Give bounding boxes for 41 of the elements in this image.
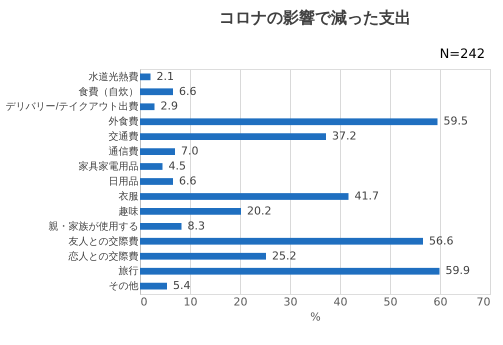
y-tick-label: デリバリー/テイクアウト出費 (6, 100, 138, 113)
y-tick-label: 交通費 (108, 130, 138, 143)
x-tick-label: 10 (184, 296, 198, 308)
x-tick-label: 50 (384, 296, 398, 308)
y-tick-label: 趣味 (118, 205, 138, 218)
x-tick-label: 60 (434, 296, 448, 308)
data-label: 56.6 (429, 234, 454, 248)
y-tick-label: 恋人との交際費 (68, 250, 138, 262)
data-label: 2.9 (160, 100, 178, 113)
x-axis-title: % (310, 310, 321, 324)
x-tick-label: 30 (284, 296, 298, 308)
y-tick-label: 友人との交際費 (68, 235, 138, 248)
y-tick-label: 外食費 (108, 116, 138, 128)
y-tick-label: 食費（自炊） (78, 86, 138, 98)
data-label: 4.5 (168, 160, 186, 173)
y-tick-label: その他 (108, 280, 138, 292)
x-tick-label: 40 (334, 296, 348, 308)
x-tick-label: 0 (140, 296, 148, 308)
data-label: 6.6 (179, 174, 196, 188)
y-tick-label: 水道光熱費 (88, 70, 138, 83)
data-label: 5.4 (173, 279, 190, 292)
y-tick-label: 親・家族が使用する (48, 220, 138, 232)
data-label: 20.2 (247, 204, 272, 218)
x-tick-label: 70 (476, 296, 490, 308)
data-label: 25.2 (272, 249, 296, 262)
data-label: 59.9 (446, 264, 470, 278)
chart-title: コロナの影響で減った支出 (219, 8, 411, 27)
y-tick-label: 家具家電用品 (78, 160, 138, 173)
y-tick-label: 旅行 (118, 265, 138, 278)
data-label: 2.1 (156, 70, 174, 83)
text: N=242 (440, 47, 485, 62)
data-label: 6.6 (179, 84, 196, 98)
y-tick-label: 通信費 (108, 146, 138, 158)
data-label: 41.7 (354, 189, 379, 202)
x-tick-label: 20 (234, 296, 248, 308)
data-label: 8.3 (188, 219, 205, 232)
y-tick-label: 日用品 (108, 176, 138, 188)
data-label: 59.5 (444, 114, 468, 128)
data-label: 7.0 (181, 144, 198, 158)
data-label: 37.2 (332, 130, 356, 143)
y-tick-label: 衣服 (118, 190, 138, 202)
